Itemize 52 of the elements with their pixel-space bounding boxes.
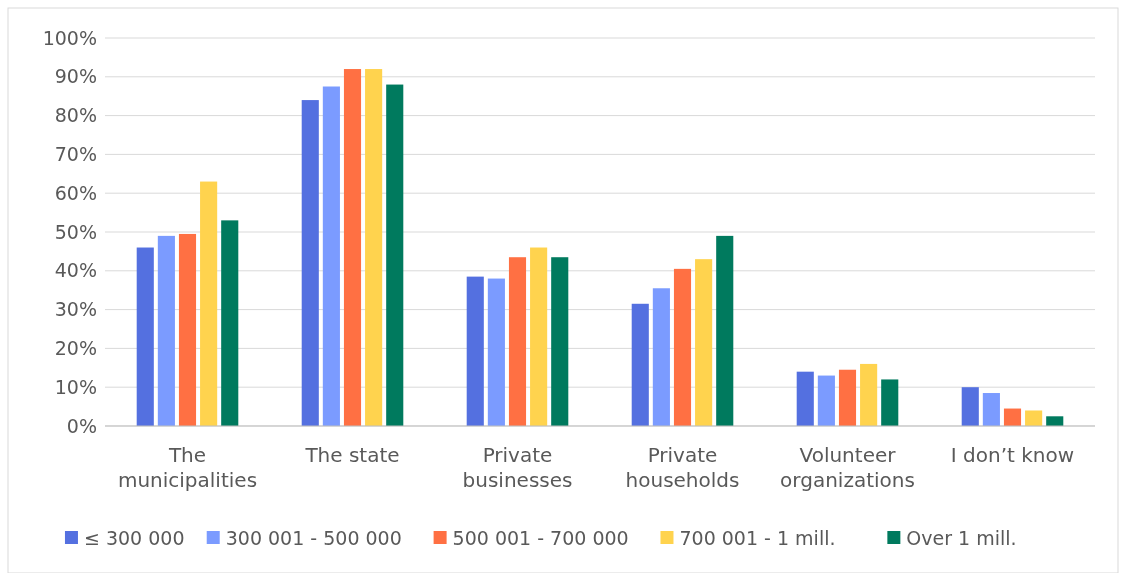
bar (673, 268, 692, 426)
y-tick-label: 30% (54, 298, 97, 321)
bar (796, 371, 814, 426)
y-tick-label: 60% (54, 181, 97, 204)
bar (530, 247, 548, 426)
bar (365, 69, 383, 426)
y-tick-label: 10% (54, 375, 97, 398)
bar (322, 86, 340, 426)
bar (301, 100, 319, 426)
legend-label: 300 001 - 500 000 (225, 526, 402, 549)
bar (631, 303, 649, 426)
y-tick-label: 40% (54, 259, 97, 282)
x-tick-label: The municipalities (117, 443, 258, 492)
legend-label: Over 1 mill. (906, 526, 1017, 549)
bar (551, 257, 569, 426)
bar (716, 235, 734, 426)
y-tick-label: 20% (54, 337, 97, 360)
bar (343, 69, 362, 426)
x-tick-label: Private businesses (462, 443, 573, 492)
bar (1046, 416, 1064, 426)
bar (200, 181, 218, 426)
bar (1025, 410, 1043, 426)
y-tick-label: 0% (66, 414, 97, 437)
x-tick-label: The state (304, 443, 400, 467)
x-tick-label: I don’t know (950, 443, 1075, 467)
bar (982, 393, 1000, 426)
bar (961, 387, 979, 426)
bar (386, 84, 404, 426)
bar (695, 259, 713, 426)
legend-label: ≤ 300 000 (83, 526, 185, 549)
bar (157, 235, 175, 426)
bar (838, 369, 857, 426)
y-tick-label: 100% (42, 26, 97, 49)
bar (652, 288, 670, 426)
x-tick-label: Volunteer organizations (780, 443, 915, 492)
bar (1003, 408, 1022, 426)
x-tick-label: Private households (625, 443, 740, 492)
legend-label: 500 001 - 700 000 (452, 526, 629, 549)
bar (508, 257, 527, 426)
bar (221, 220, 239, 426)
bar (860, 363, 878, 426)
bar (487, 278, 505, 426)
bar (178, 233, 197, 426)
bar (817, 375, 835, 426)
bar (466, 276, 484, 426)
y-tick-label: 50% (54, 220, 97, 243)
y-tick-label: 80% (54, 104, 97, 127)
bar (881, 379, 899, 426)
legend-label: 700 001 - 1 mill. (679, 526, 836, 549)
y-tick-label: 90% (54, 65, 97, 88)
bar (136, 247, 154, 426)
y-tick-label: 70% (54, 143, 97, 166)
